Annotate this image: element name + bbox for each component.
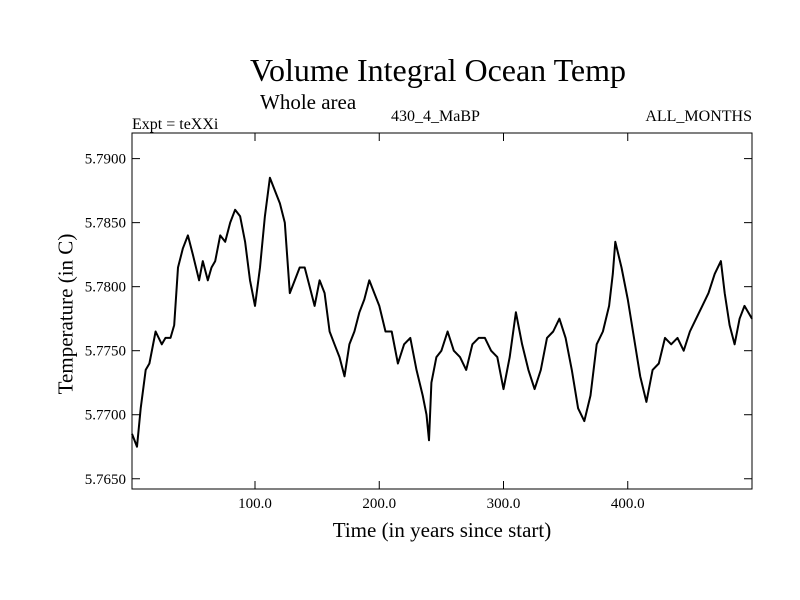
y-tick-label: 5.7750 (85, 344, 126, 360)
experiment-label: Expt = teXXi (132, 116, 219, 133)
y-tick-label: 5.7800 (85, 280, 126, 296)
x-tick-label: 300.0 (487, 496, 521, 512)
plot-frame (131, 132, 753, 490)
y-tick-label: 5.7900 (85, 152, 126, 168)
x-tick-label: 100.0 (238, 496, 272, 512)
months-label: ALL_MONTHS (645, 108, 752, 125)
y-tick-label: 5.7700 (85, 408, 126, 424)
chart-subtitle: Whole area (260, 90, 357, 114)
chart-title: Volume Integral Ocean Temp (249, 52, 626, 88)
y-tick-label: 5.7650 (85, 472, 126, 488)
x-axis-label: Time (in years since start) (332, 518, 552, 542)
run-label: 430_4_MaBP (391, 108, 480, 125)
x-tick-label: 200.0 (362, 496, 396, 512)
x-ticks: 100.0 200.0 300.0 400.0 (238, 133, 645, 512)
y-tick-label: 5.7850 (85, 216, 126, 232)
x-tick-label: 400.0 (611, 496, 645, 512)
series-line (131, 176, 753, 448)
y-ticks: 5.7650 5.7700 5.7750 5.7800 5.7850 5.7900 (85, 152, 752, 488)
